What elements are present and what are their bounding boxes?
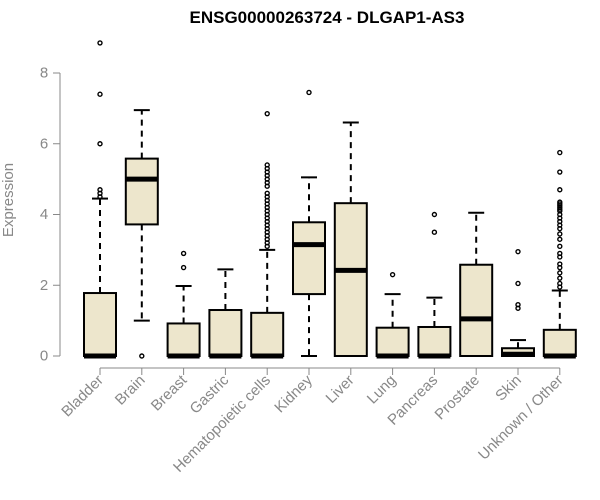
outlier-point (139, 353, 145, 359)
box-iqr (542, 328, 577, 358)
box-bladder (83, 40, 117, 359)
box-hematopoietic-cells (250, 110, 285, 359)
outlier-point (557, 149, 563, 156)
outlier-point (515, 305, 521, 311)
outlier-point (431, 211, 438, 218)
outlier-point (97, 141, 103, 147)
x-tick-label: Kidney (271, 371, 316, 416)
outlier-point (97, 91, 103, 97)
y-tick-label: 0 (40, 348, 48, 365)
x-tick-label: Skin (492, 372, 525, 405)
box-breast (166, 250, 201, 359)
x-tick-label: Prostate (431, 372, 483, 424)
box-lung (375, 271, 410, 359)
x-tick-label: Brain (112, 372, 149, 409)
y-tick-label: 6 (40, 135, 48, 152)
x-tick-label: Liver (323, 372, 358, 407)
y-tick-label: 8 (40, 65, 48, 82)
outlier-point (557, 270, 563, 276)
outlier-point (431, 229, 438, 235)
box-liver (333, 121, 368, 357)
box-iqr (333, 202, 368, 357)
y-axis-label: Expression (0, 163, 17, 237)
outlier-point (557, 225, 563, 232)
boxes-group (83, 40, 577, 359)
box-iqr (250, 311, 285, 357)
outlier-point (557, 169, 563, 175)
box-iqr (459, 263, 494, 358)
outlier-point (515, 248, 521, 255)
y-tick-label: 4 (40, 206, 48, 223)
box-skin (501, 248, 535, 357)
box-pancreas (417, 211, 452, 359)
y-tick-label: 2 (40, 277, 48, 294)
box-brain (124, 109, 159, 359)
x-tick-label: Bladder (58, 372, 107, 421)
outlier-point (557, 187, 563, 193)
outlier-point (180, 264, 187, 271)
outlier-point (180, 250, 187, 257)
outlier-point (264, 110, 270, 117)
chart-title: ENSG00000263724 - DLGAP1-AS3 (190, 8, 465, 27)
outlier-point (557, 275, 563, 281)
box-kidney (292, 89, 326, 357)
outlier-point (515, 280, 521, 287)
box-iqr (166, 322, 201, 357)
y-axis: 0 2 4 6 8 (40, 65, 61, 365)
box-iqr (375, 326, 410, 358)
box-iqr (292, 221, 326, 296)
outlier-point (389, 271, 396, 278)
box-iqr (124, 157, 159, 226)
outlier-point (557, 264, 563, 271)
outlier-point (557, 284, 563, 290)
outlier-point (97, 40, 103, 46)
box-iqr (417, 325, 452, 357)
outlier-point (557, 236, 563, 242)
outlier-point (264, 183, 270, 189)
outlier-point (97, 194, 103, 200)
outlier-point (557, 243, 563, 250)
box-iqr (208, 309, 243, 358)
box-unknown-other (542, 149, 577, 359)
x-tick-label: Breast (148, 371, 191, 414)
outlier-point (557, 254, 563, 260)
box-prostate (459, 211, 494, 358)
outlier-point (306, 89, 312, 96)
outlier-point (557, 231, 563, 237)
box-iqr (83, 292, 117, 357)
x-tick-label: Lung (364, 372, 400, 408)
box-gastric (208, 268, 243, 359)
outlier-point (264, 243, 270, 250)
